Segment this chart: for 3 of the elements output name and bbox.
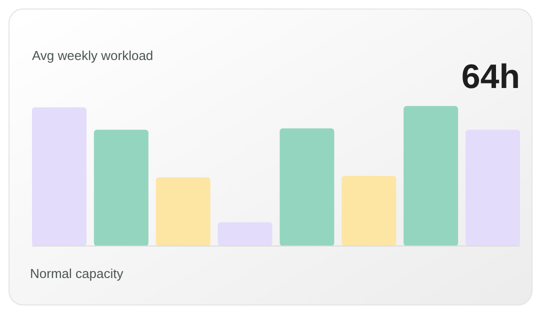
chart-title: Avg weekly workload bbox=[32, 48, 154, 63]
text: 64h bbox=[461, 58, 520, 96]
text: Normal capacity bbox=[30, 266, 124, 281]
